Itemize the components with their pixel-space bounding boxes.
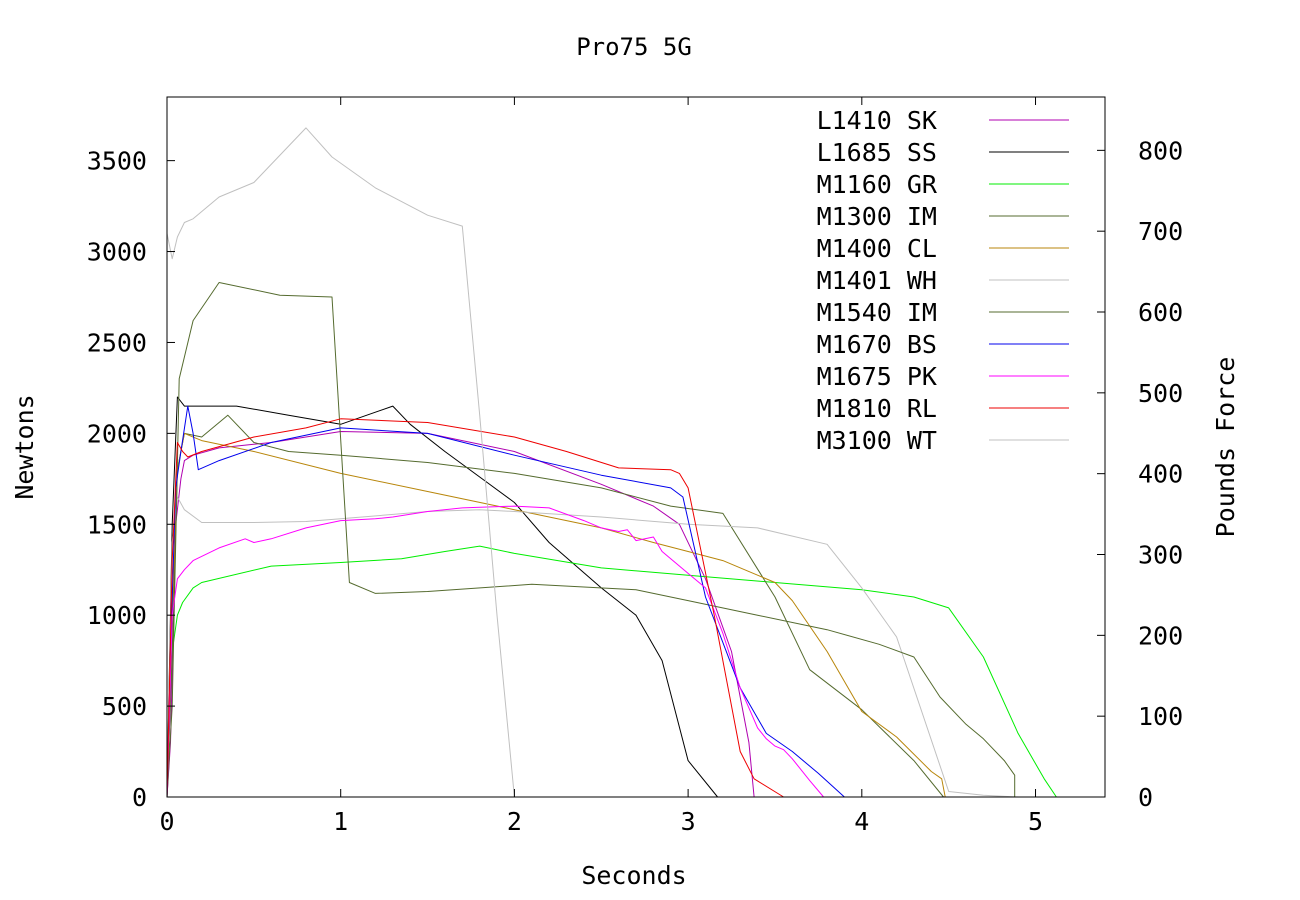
series-line-l1685-ss	[166, 396, 718, 798]
y2-tick-label: 500	[1138, 379, 1183, 408]
x-axis-label: Seconds	[581, 861, 686, 890]
plot-frame	[166, 96, 1106, 798]
legend-label: M1810 RL	[817, 394, 937, 423]
legend-label: L1410 SK	[817, 106, 937, 135]
y2-axis-label: Pounds Force	[1211, 357, 1240, 538]
y2-tick-label: 600	[1138, 298, 1183, 327]
series-line-m1401-wh	[166, 496, 1019, 798]
y2-tick-label: 400	[1138, 460, 1183, 489]
x-tick-label: 3	[681, 807, 696, 836]
y2-tick-label: 100	[1138, 702, 1183, 731]
chart-title: Pro75 5G	[576, 33, 692, 61]
y-axis-label: Newtons	[10, 394, 39, 499]
x-tick-label: 1	[333, 807, 348, 836]
series-line-m1300-im	[166, 414, 944, 798]
x-tick-label: 2	[507, 807, 522, 836]
y-tick-label: 1000	[87, 601, 147, 630]
y-tick-label: 1500	[87, 510, 147, 539]
legend-label: L1685 SS	[817, 138, 937, 167]
legend: L1410 SK L1685 SS M1160 GR M1300 IM M1400 CL…	[817, 106, 1069, 455]
series-line-m1540-im	[166, 282, 1016, 798]
y-tick-label: 3000	[87, 238, 147, 267]
y2-tick-label: 800	[1138, 136, 1183, 165]
y-tick-label: 2000	[87, 419, 147, 448]
y-tick-label: 3500	[87, 147, 147, 176]
series-line-m1670-bs	[166, 405, 845, 798]
x-tick-label: 0	[159, 807, 174, 836]
legend-label: M1540 IM	[817, 298, 937, 327]
plot-area	[166, 127, 1057, 798]
y-tick-label: 2500	[87, 328, 147, 357]
legend-label: M1300 IM	[817, 202, 937, 231]
x-tick-label: 4	[854, 807, 869, 836]
legend-label: M1400 CL	[817, 234, 937, 263]
legend-label: M3100 WT	[817, 426, 937, 455]
series-line-m1160-gr	[166, 545, 1057, 798]
series-line-l1410-sk	[166, 431, 755, 798]
legend-label: M1670 BS	[817, 330, 937, 359]
series-line-m1400-cl	[166, 432, 946, 798]
y2-tick-label: 300	[1138, 541, 1183, 570]
series-line-m1675-pk	[166, 505, 824, 798]
axis-ticks: 0 1 2 3 4 5 0 500 1000 1500 2000 2500 3000 3500 0 100 20…	[87, 97, 1183, 836]
series-line-m1810-rl	[166, 418, 784, 798]
y2-tick-label: 700	[1138, 217, 1183, 246]
y-tick-label: 0	[132, 783, 147, 812]
legend-label: M1675 PK	[817, 362, 937, 391]
legend-label: M1401 WH	[817, 266, 937, 295]
x-tick-label: 5	[1028, 807, 1043, 836]
series-line-m3100-wt	[166, 127, 515, 798]
y2-tick-label: 0	[1138, 783, 1153, 812]
y-tick-label: 500	[102, 692, 147, 721]
legend-label: M1160 GR	[817, 170, 938, 199]
y2-tick-label: 200	[1138, 621, 1183, 650]
